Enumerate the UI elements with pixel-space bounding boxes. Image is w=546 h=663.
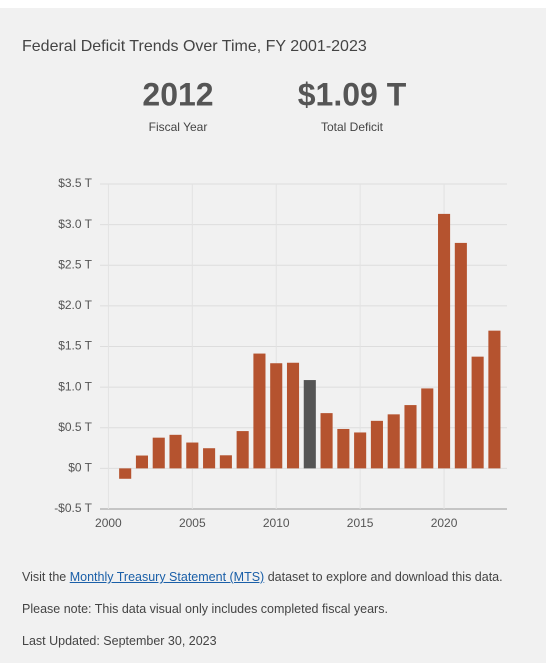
bar [421, 388, 434, 469]
bar [320, 413, 333, 469]
deficit-value: $1.09 T [298, 76, 407, 112]
title: Federal Deficit Trends Over Time, FY 200… [22, 38, 367, 55]
y-tick-label: $3.0 T [58, 217, 92, 231]
note: Please note: This data visual only inclu… [22, 602, 388, 616]
bar [488, 330, 501, 469]
y-tick-label: $3.5 T [58, 176, 92, 190]
x-tick-label: 2015 [347, 516, 374, 530]
bar [337, 428, 350, 469]
mts-link[interactable]: Monthly Treasury Statement (MTS) [69, 570, 265, 584]
y-tick-label: -$0.5 T [54, 501, 92, 515]
bar [219, 455, 232, 469]
text: Visit the [22, 570, 70, 584]
y-tick-label: $1.0 T [58, 379, 92, 393]
y-tick-label: $0.5 T [58, 420, 92, 434]
year-label: Fiscal Year [149, 120, 208, 134]
bar [253, 353, 266, 469]
y-tick-label: $2.0 T [58, 298, 92, 312]
x-tick-label: 2000 [95, 516, 122, 530]
y-tick-label: $2.5 T [58, 257, 92, 271]
bar [438, 213, 451, 469]
bar [186, 442, 199, 469]
x-tick-label: 2020 [431, 516, 458, 530]
bar [471, 356, 484, 469]
y-tick-label: $1.5 T [58, 339, 92, 353]
deficit-label: Total Deficit [321, 120, 384, 134]
bar [370, 420, 383, 469]
updated: Last Updated: September 30, 2023 [22, 634, 217, 648]
x-tick-label: 2005 [179, 516, 206, 530]
x-tick-label: 2010 [263, 516, 290, 530]
bar [286, 362, 300, 469]
bar [169, 434, 182, 469]
bar [454, 242, 467, 469]
bar [236, 431, 249, 469]
bar [119, 468, 132, 479]
y-tick-label: $0 T [68, 461, 92, 475]
text: dataset to explore and download this dat… [264, 570, 503, 584]
year-value: 2012 [142, 76, 213, 112]
bar [270, 363, 283, 469]
bar [203, 448, 216, 469]
bar [354, 432, 367, 469]
bar [303, 380, 316, 469]
bar [152, 437, 165, 469]
bar [404, 405, 417, 469]
visit-text: Visit the Monthly Treasury Statement (MT… [22, 570, 503, 584]
bar [387, 414, 400, 469]
bar [135, 455, 149, 469]
chart: Federal Deficit Trends Over Time, FY 200… [22, 38, 507, 530]
